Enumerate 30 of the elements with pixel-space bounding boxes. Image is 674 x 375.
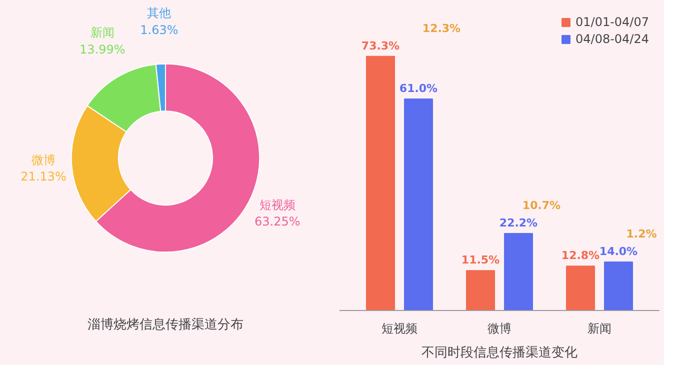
text: 淄博烧烤信息传播渠道分布 — [88, 318, 244, 332]
x-tick-label: 新闻 — [588, 322, 612, 336]
data-label: 11.5% — [461, 254, 500, 267]
slice-label: 短视频 — [259, 198, 296, 212]
bar — [366, 56, 395, 310]
legend-label: 01/01-04/07 — [576, 15, 649, 29]
bar — [604, 261, 633, 310]
legend-label: 04/08-04/24 — [576, 32, 649, 46]
data-label: 61.0% — [399, 82, 438, 95]
bar — [566, 266, 595, 310]
bar — [404, 98, 433, 310]
data-label: 1.63% — [140, 22, 178, 37]
data-label: 12.8% — [561, 249, 600, 262]
data-label: 73.3% — [361, 39, 400, 52]
annotation: 1.2% — [626, 227, 657, 240]
data-label: 21.13% — [20, 170, 66, 184]
text: 12.3% — [422, 22, 461, 35]
annotation: 10.7% — [522, 199, 561, 212]
data-label: 14.0% — [599, 244, 638, 258]
text: 不同时段信息传播渠道变化 — [422, 346, 578, 360]
x-tick-label: 短视频 — [382, 322, 418, 336]
x-tick-label: 微博 — [488, 322, 512, 336]
bar — [466, 270, 495, 310]
data-label: 13.99% — [80, 42, 126, 56]
bar — [504, 233, 533, 310]
slice-label: 新闻 — [90, 25, 114, 40]
slice-label: 微博 — [31, 152, 56, 167]
data-label: 22.2% — [499, 216, 538, 230]
data-label: 63.25% — [254, 214, 300, 229]
slice-label: 其他 — [147, 6, 172, 20]
